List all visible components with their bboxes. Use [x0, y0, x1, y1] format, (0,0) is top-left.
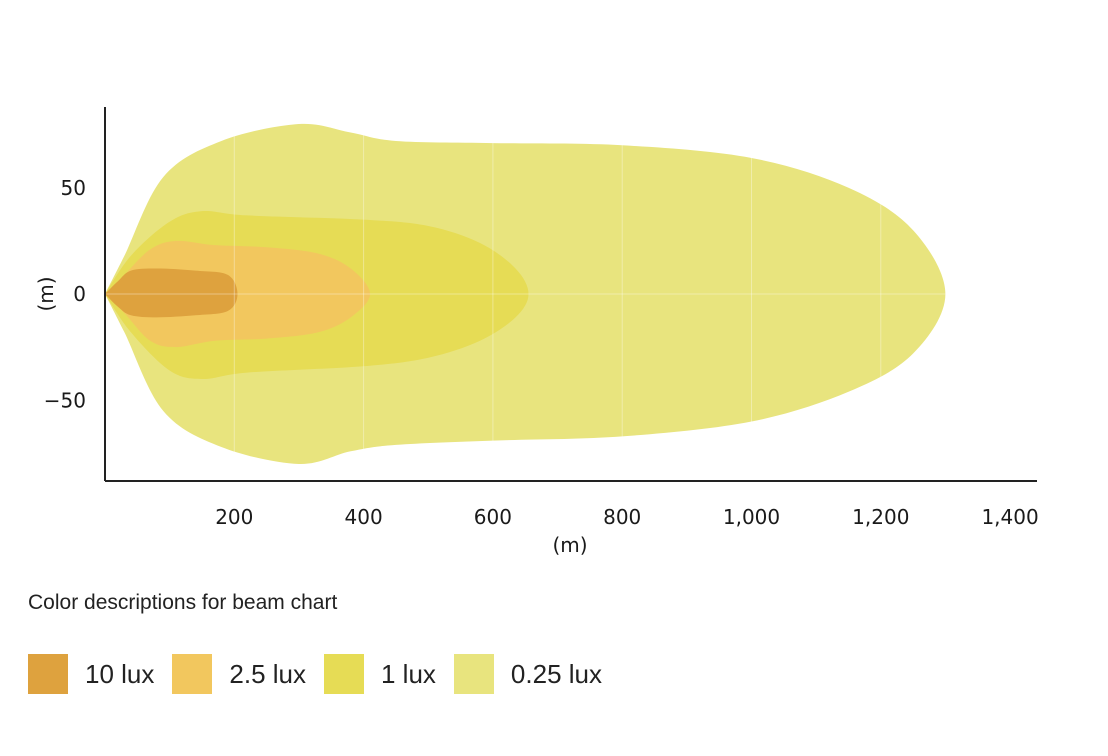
grid-overlay — [105, 117, 1037, 481]
x-tick-label: 1,200 — [852, 505, 909, 529]
legend-swatch — [172, 654, 213, 694]
legend-label: 10 lux — [85, 658, 155, 689]
legend-swatch — [28, 654, 68, 694]
x-tick-label: 200 — [215, 505, 253, 529]
x-axis-label: (m) — [552, 533, 587, 557]
legend-swatch — [324, 654, 364, 694]
y-tick-label: 50 — [61, 176, 86, 200]
beam-chart: 200 400 600 800 1,000 1,200 1,400 50 0 −50 (m) (… — [34, 107, 1039, 557]
legend-item: 10 lux — [28, 654, 154, 694]
y-tick-labels: 50 0 −50 — [44, 176, 86, 413]
legend-swatch — [453, 654, 494, 694]
legend-item: 0.25 lux — [453, 654, 602, 694]
x-tick-label: 800 — [603, 505, 641, 529]
legend: 10 lux 2.5 lux 1 lux 0.25 lux — [28, 654, 620, 694]
beam-area-2-5-lux — [105, 240, 371, 348]
beam-area-10-lux — [105, 268, 238, 318]
y-tick-label: 0 — [73, 282, 86, 306]
legend-item: 2.5 lux — [172, 654, 306, 694]
x-tick-label: 400 — [345, 505, 383, 529]
beam-areas — [105, 123, 946, 465]
legend-label: 1 lux — [381, 658, 436, 689]
legend-label: 2.5 lux — [229, 658, 306, 689]
y-tick-label: −50 — [44, 388, 86, 412]
y-axis-label: (m) — [34, 276, 58, 311]
legend-title: Color descriptions for beam chart — [28, 591, 338, 614]
x-tick-label: 600 — [474, 505, 512, 529]
legend-item: 1 lux — [324, 654, 436, 694]
legend-label: 0.25 lux — [510, 658, 602, 689]
x-tick-label: 1,000 — [723, 505, 780, 529]
x-tick-label: 1,400 — [981, 505, 1038, 529]
x-tick-labels: 200 400 600 800 1,000 1,200 1,400 — [215, 505, 1039, 529]
